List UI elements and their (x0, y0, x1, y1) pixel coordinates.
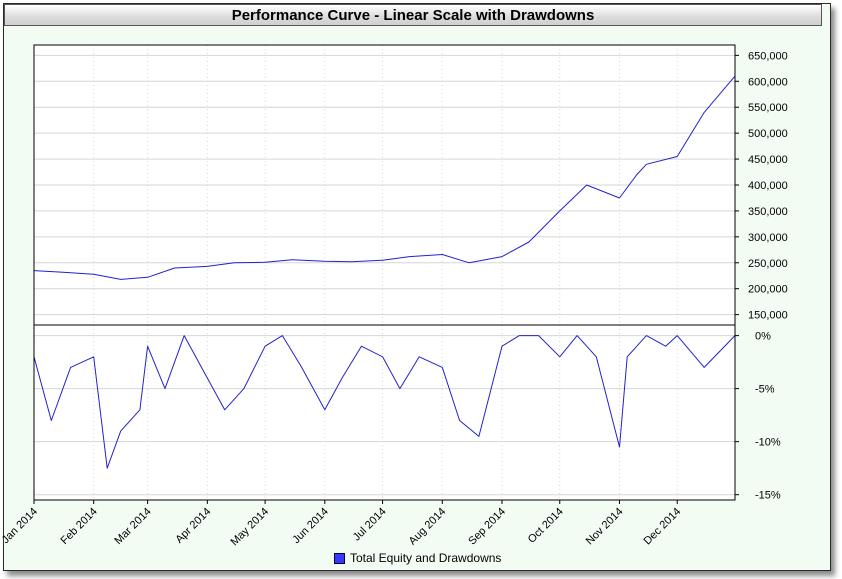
x-tick-label: May 2014 (229, 506, 272, 549)
y-tick-label: -5% (755, 384, 775, 396)
chart-title: Performance Curve - Linear Scale with Dr… (231, 6, 595, 24)
y-tick-label: 0% (755, 331, 771, 343)
x-tick-label: Apr 2014 (173, 506, 213, 546)
y-tick-label: 150,000 (748, 310, 788, 322)
x-tick-label: Feb 2014 (58, 506, 99, 547)
x-tick-label: Jan 2014 (0, 506, 40, 546)
plot-area-background (34, 45, 735, 500)
plot-area-border (33, 44, 736, 501)
y-tick-label: 450,000 (748, 154, 788, 166)
y-tick-label: 600,000 (748, 76, 788, 88)
y-tick-label: 250,000 (748, 258, 788, 270)
x-tick-label: Jul 2014 (351, 506, 389, 544)
x-tick-label: Jun 2014 (290, 506, 330, 546)
x-axis: Jan 2014 Feb 2014 Mar 2014 Apr 2014 May 2014… (0, 500, 683, 548)
legend-label: Total Equity and Drawdowns (350, 551, 502, 565)
y-tick-label: 300,000 (748, 232, 788, 244)
x-tick-label: Mar 2014 (112, 506, 153, 547)
grid-lines (34, 45, 735, 500)
drawdown-line (33, 335, 736, 469)
x-tick-label: Aug 2014 (407, 506, 449, 548)
y-tick-label: -15% (755, 490, 781, 502)
x-tick-label: Sep 2014 (466, 506, 508, 548)
x-tick-label: Oct 2014 (526, 506, 566, 546)
y-tick-label: 200,000 (748, 284, 788, 296)
y-tick-label: 650,000 (748, 50, 788, 62)
legend-swatch (334, 552, 345, 564)
x-tick-label: Nov 2014 (584, 506, 626, 548)
y-tick-label: -10% (755, 437, 781, 449)
y-tick-label: 550,000 (748, 102, 788, 114)
y-tick-label: 350,000 (748, 206, 788, 218)
y-tick-label: 500,000 (748, 128, 788, 140)
equity-line (33, 75, 736, 280)
legend: Total Equity and Drawdowns (334, 551, 501, 565)
x-tick-label: Dec 2014 (642, 506, 684, 548)
series-lines (33, 75, 736, 469)
y-tick-label: 400,000 (748, 180, 788, 192)
y-axis: 150,000 200,000 250,000 300,000 350,000 400,0… (735, 50, 788, 502)
chart-title-bar: Performance Curve - Linear Scale with Dr… (4, 4, 822, 26)
